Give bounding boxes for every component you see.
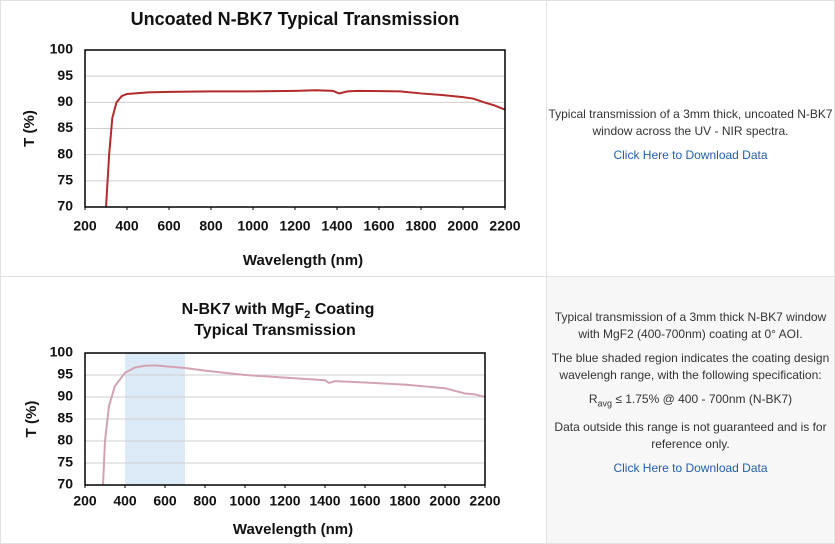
chart: N-BK7 with MgF2 Coating Typical Transmis…: [23, 301, 501, 538]
specification: Ravg ≤ 1.75% @ 400 - 700nm (N-BK7): [548, 391, 833, 412]
download-link[interactable]: Click Here to Download Data: [613, 148, 768, 162]
y-axis-label: T (%): [21, 110, 38, 147]
x-tick-label: 2200: [469, 493, 500, 509]
y-tick-label: 95: [57, 67, 73, 83]
x-tick-label: 1600: [349, 493, 380, 509]
x-tick-label: 1400: [309, 493, 340, 509]
y-tick-label: 100: [50, 41, 74, 57]
chart-title: N-BK7 with MgF2 Coating: [182, 301, 375, 321]
plot-frame: [84, 352, 486, 486]
x-tick-label: 1400: [321, 218, 352, 234]
x-tick-label: 1200: [279, 218, 310, 234]
data-line: [105, 89, 505, 207]
y-axis-label: T (%): [23, 401, 40, 438]
description: Typical transmission of a 3mm thick, unc…: [548, 106, 833, 164]
download-link[interactable]: Click Here to Download Data: [613, 461, 768, 476]
chart: Uncoated N-BK7 Typical Transmission 70 75…: [21, 9, 521, 269]
data-line: [102, 364, 485, 485]
y-tick-label: 70: [57, 198, 73, 214]
x-tick-label: 600: [153, 493, 177, 509]
x-tick-label: 1600: [363, 218, 394, 234]
paragraph: Typical transmission of a 3mm thick, unc…: [548, 107, 833, 138]
title-subscript: 2: [304, 309, 310, 321]
y-tick-label: 90: [57, 388, 73, 404]
y-tick-label: 75: [57, 172, 73, 188]
y-tick-label: 75: [57, 454, 73, 470]
x-tick-label: 2000: [447, 218, 478, 234]
x-axis-label: Wavelength (nm): [243, 252, 363, 269]
x-tick-label: 200: [73, 493, 97, 509]
y-tick-label: 90: [57, 93, 73, 109]
x-tick-label: 600: [157, 218, 181, 234]
y-tick-label: 85: [57, 119, 73, 135]
x-tick-label: 200: [73, 218, 97, 234]
description: Typical transmission of a 3mm thick N-BK…: [548, 309, 833, 477]
x-tick-label: 2000: [429, 493, 460, 509]
y-tick-label: 80: [57, 432, 73, 448]
x-tick-label: 800: [193, 493, 217, 509]
plot-frame: [84, 49, 506, 208]
paragraph: Data outside this range is not guarantee…: [554, 420, 827, 452]
x-tick-label: 400: [113, 493, 137, 509]
x-tick-label: 800: [199, 218, 223, 234]
spec-text: R: [588, 392, 598, 406]
paragraph: Typical transmission of a 3mm thick N-BK…: [554, 310, 827, 341]
y-tick-label: 70: [57, 476, 73, 492]
paragraph: The blue shaded region indicates the coa…: [551, 351, 830, 382]
y-tick-label: 95: [57, 366, 73, 382]
title-text: N-BK7 with MgF: [182, 301, 305, 318]
spec-text: ≤ 1.75% @ 400 - 700nm (N-BK7): [612, 392, 793, 406]
y-tick-label: 100: [50, 344, 74, 360]
y-tick-label: 85: [57, 410, 73, 426]
title-text: Coating: [310, 301, 374, 318]
x-axis-label: Wavelength (nm): [233, 521, 353, 538]
x-tick-label: 1800: [405, 218, 436, 234]
x-tick-label: 1000: [229, 493, 260, 509]
y-tick-label: 80: [57, 145, 73, 161]
cell: [546, 276, 835, 544]
x-tick-label: 2200: [489, 218, 520, 234]
chart-title: Uncoated N-BK7 Typical Transmission: [131, 9, 460, 29]
x-tick-label: 1200: [269, 493, 300, 509]
x-tick-label: 1000: [237, 218, 268, 234]
spec-subscript: avg: [597, 398, 612, 409]
x-tick-label: 1800: [389, 493, 420, 509]
x-tick-label: 400: [115, 218, 139, 234]
chart-subtitle: Typical Transmission: [194, 322, 356, 339]
